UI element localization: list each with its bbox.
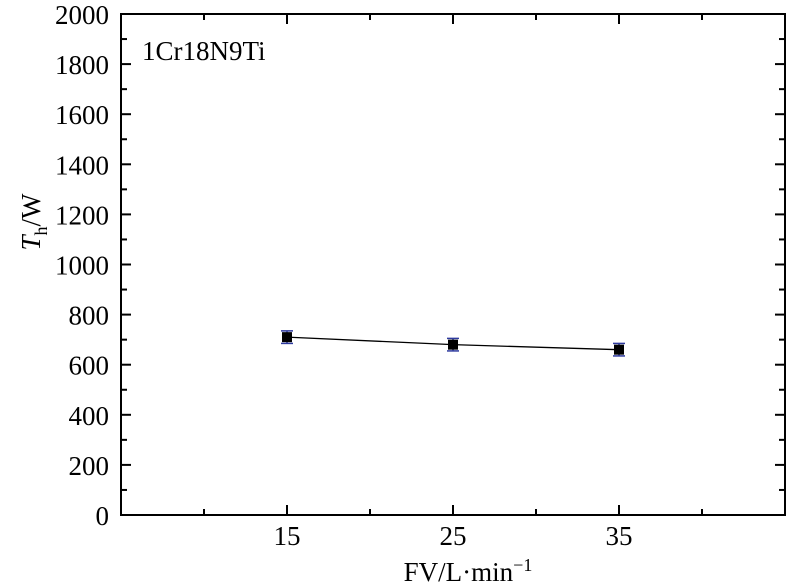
- y-tick-label: 1800: [55, 50, 109, 80]
- y-tick-label: 400: [69, 401, 110, 431]
- y-ticks: 0 200 400 600 800 1000 1200 1400 1600 1800 2000: [55, 0, 785, 531]
- y-axis-title: Th/W: [16, 193, 51, 251]
- y-axis-title-italic: T: [16, 234, 46, 251]
- x-tick-label: 35: [606, 521, 633, 551]
- x-axis-title-main: FV/L·min: [404, 557, 514, 586]
- y-tick-label: 800: [69, 301, 110, 331]
- y-tick-label: 2000: [55, 0, 109, 30]
- x-tick-label: 25: [440, 521, 467, 551]
- y-tick-label: 1600: [55, 100, 109, 130]
- y-axis-title-rest: /W: [16, 193, 46, 227]
- y-tick-label: 0: [96, 501, 110, 531]
- data-series: [281, 330, 625, 357]
- y-tick-label: 200: [69, 451, 110, 481]
- data-point-marker: [282, 332, 292, 343]
- data-point-marker: [448, 339, 458, 350]
- y-axis-title-sub: h: [31, 226, 51, 235]
- y-tick-label: 1200: [55, 200, 109, 230]
- data-point-marker: [614, 344, 624, 355]
- x-ticks: 15 25 35: [203, 14, 703, 551]
- y-tick-label: 1000: [55, 251, 109, 281]
- plot-frame: [120, 13, 786, 516]
- y-tick-label: 600: [69, 351, 110, 381]
- annotation: 1Cr18N9Ti: [142, 36, 266, 66]
- x-axis-title: FV/L·min−1: [404, 555, 533, 586]
- x-axis-title-sup: −1: [513, 555, 532, 575]
- x-tick-label: 15: [274, 521, 301, 551]
- y-tick-label: 1400: [55, 150, 109, 180]
